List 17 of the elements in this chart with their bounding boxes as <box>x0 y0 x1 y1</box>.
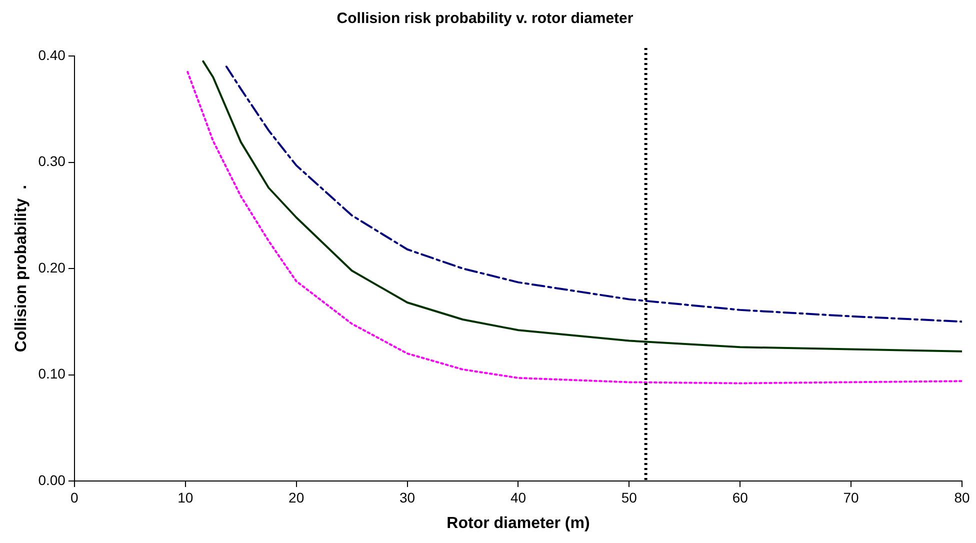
x-tick-label: 0 <box>70 489 79 506</box>
y-axis-title: Collision probability . <box>13 184 30 352</box>
x-axis-title: Rotor diameter (m) <box>446 514 590 532</box>
y-tick-label: 0.20 <box>38 259 66 276</box>
y-tick-label: 0.10 <box>38 366 66 382</box>
x-tick-label: 40 <box>510 489 526 506</box>
x-tick-label: 70 <box>843 489 860 506</box>
x-tick-label: 60 <box>732 489 748 506</box>
y-tick-label: 0.00 <box>38 472 66 488</box>
chart-title: Collision risk probability v. rotor diameter <box>336 10 634 28</box>
y-tick-label: 0.40 <box>38 46 66 63</box>
x-tick-label: 10 <box>178 489 194 506</box>
x-tick-label: 80 <box>954 489 970 506</box>
x-tick-label: 30 <box>399 489 416 506</box>
y-tick-label: 0.30 <box>38 153 66 170</box>
x-tick-label: 50 <box>621 489 638 506</box>
x-tick-label: 20 <box>288 489 304 506</box>
